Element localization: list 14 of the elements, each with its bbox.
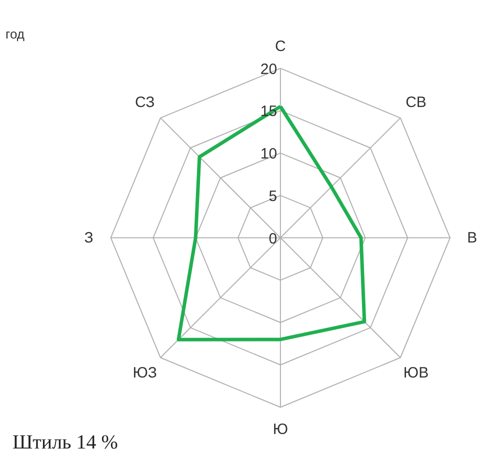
spoke-label: Ю xyxy=(272,420,288,438)
y-tick-label: 5 xyxy=(268,188,278,205)
spoke-label: ЮВ xyxy=(403,364,429,382)
y-tick-label: 20 xyxy=(260,60,278,78)
spoke-label: ЮЗ xyxy=(132,364,157,382)
spoke-label: СЗ xyxy=(135,94,155,111)
spoke-label: С xyxy=(275,38,286,55)
y-tick-label: 0 xyxy=(268,230,278,248)
y-tick-label: 10 xyxy=(260,146,278,163)
spoke-label: В xyxy=(467,229,478,246)
spoke-label: СВ xyxy=(406,94,426,111)
text: год xyxy=(6,26,25,42)
spoke-label: З xyxy=(84,229,94,246)
text: Штиль 14 % xyxy=(12,432,118,454)
